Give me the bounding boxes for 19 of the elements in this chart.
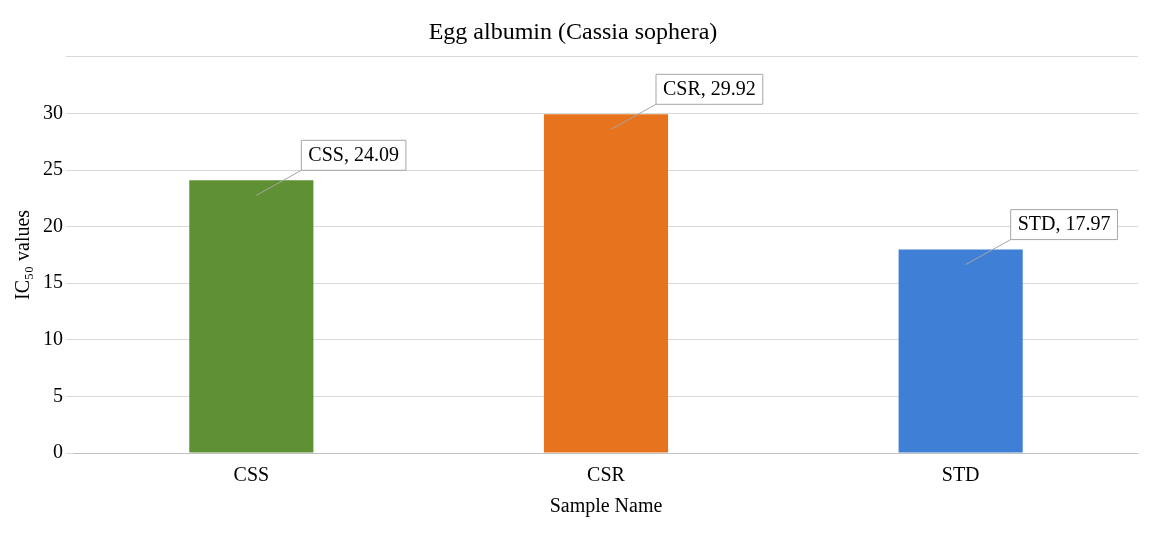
y-tick-label: 5 <box>53 383 63 406</box>
y-axis-title: IC₅₀ values <box>11 209 34 300</box>
y-tick-label: 15 <box>43 270 63 293</box>
bar <box>189 180 314 453</box>
y-tick-label: 25 <box>43 157 63 180</box>
data-label: CSR, 29.92 <box>663 76 756 99</box>
chart-title: Egg albumin (Cassia sophera) <box>428 17 718 44</box>
x-tick-label: CSS <box>233 463 270 486</box>
data-label: CSS, 24.09 <box>308 142 399 165</box>
x-axis-title: Sample Name <box>549 494 663 518</box>
y-tick-label: 10 <box>43 327 63 350</box>
bar <box>543 114 669 453</box>
y-tick-label: 30 <box>43 100 63 123</box>
x-tick-label: STD <box>941 463 980 486</box>
x-tick-label: CSR <box>587 463 626 486</box>
bar <box>898 249 1023 453</box>
y-tick-label: 0 <box>53 440 63 463</box>
y-tick-label: 20 <box>43 213 63 236</box>
data-label: STD, 17.97 <box>1017 211 1111 234</box>
